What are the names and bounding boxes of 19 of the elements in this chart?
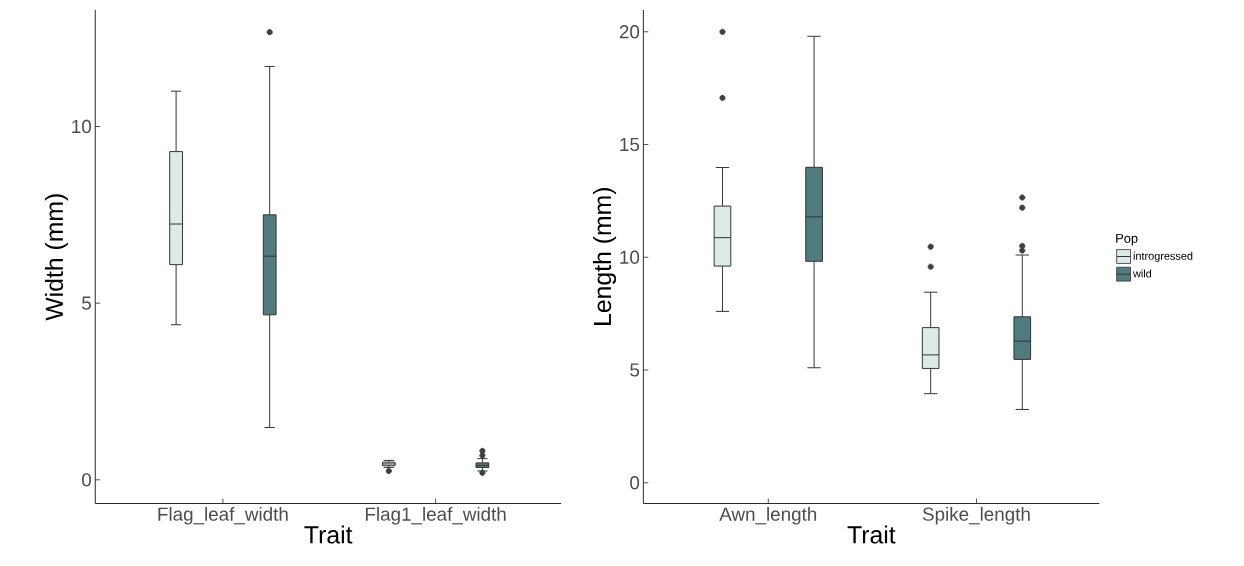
y-tick-label: 5	[630, 363, 640, 377]
y-tick-label: 0	[630, 476, 640, 490]
legend-label: introgressed	[1133, 251, 1193, 263]
x-tick-label: Spike_length	[922, 507, 1030, 525]
y-tick-label: 10	[72, 119, 92, 134]
legend-label: wild	[1132, 269, 1152, 278]
y-tick-label: 5	[82, 296, 91, 310]
y-tick-label: 20	[619, 25, 640, 39]
y-axis-title: Length (mm)	[592, 188, 617, 325]
legend-title: Pop	[1116, 233, 1138, 246]
x-axis-title: Trait	[847, 525, 896, 544]
x-tick-label: Flag_leaf_width	[158, 507, 288, 525]
y-tick-label: 10	[620, 250, 640, 264]
x-tick-label: Flag1_leaf_width	[365, 507, 506, 525]
y-tick-label: 0	[82, 473, 92, 487]
y-axis-title: Width (mm)	[44, 194, 68, 321]
x-tick-label: Awn_length	[719, 507, 817, 525]
y-tick-label: 15	[620, 137, 640, 152]
x-axis-title: Trait	[304, 525, 353, 544]
